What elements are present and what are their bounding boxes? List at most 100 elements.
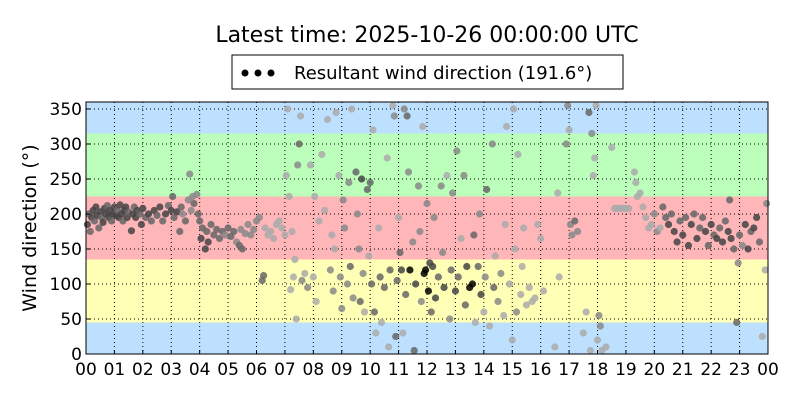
data-point bbox=[679, 231, 687, 239]
data-point bbox=[312, 297, 320, 306]
data-point bbox=[602, 343, 610, 351]
data-point bbox=[306, 161, 315, 169]
data-point bbox=[696, 224, 704, 232]
legend: Resultant wind direction (191.6°) bbox=[231, 54, 624, 90]
data-point bbox=[520, 224, 528, 232]
data-point bbox=[83, 220, 92, 229]
data-point bbox=[275, 217, 283, 225]
data-point bbox=[177, 203, 185, 211]
x-tick-label: 09 bbox=[331, 360, 353, 380]
data-point bbox=[511, 245, 519, 253]
data-point bbox=[311, 192, 319, 201]
data-point bbox=[159, 217, 167, 225]
data-point bbox=[169, 192, 177, 201]
data-point bbox=[321, 206, 329, 215]
data-point bbox=[647, 220, 656, 229]
data-point bbox=[650, 210, 658, 218]
data-point bbox=[369, 126, 377, 134]
data-point bbox=[589, 171, 597, 180]
y-tick-label: 150 bbox=[50, 240, 82, 260]
x-tick-label: 04 bbox=[189, 360, 211, 380]
data-point bbox=[241, 230, 249, 238]
data-point bbox=[424, 287, 433, 295]
legend-marker bbox=[241, 69, 275, 77]
data-point bbox=[332, 108, 340, 117]
data-point bbox=[585, 108, 593, 117]
data-point bbox=[90, 217, 99, 225]
data-point bbox=[213, 225, 221, 233]
data-point bbox=[592, 101, 600, 110]
data-point bbox=[571, 217, 579, 225]
x-tick-label: 07 bbox=[274, 360, 296, 380]
data-point bbox=[642, 213, 650, 222]
data-point bbox=[287, 286, 295, 294]
data-point bbox=[477, 290, 485, 299]
data-point bbox=[701, 227, 710, 236]
data-point bbox=[380, 283, 388, 292]
data-point bbox=[396, 248, 404, 257]
data-point bbox=[690, 210, 698, 218]
data-point bbox=[260, 272, 268, 280]
data-points bbox=[83, 101, 771, 355]
direction-band bbox=[86, 102, 768, 134]
x-tick-label: 08 bbox=[303, 360, 325, 380]
data-point bbox=[721, 217, 729, 225]
data-point bbox=[194, 210, 202, 218]
y-tick-label: 350 bbox=[50, 100, 82, 120]
y-axis-ticks: 0 50 100 150 200 250 300 350 bbox=[50, 100, 90, 365]
x-tick-label: 02 bbox=[132, 360, 154, 380]
data-point bbox=[346, 262, 354, 271]
data-point bbox=[376, 273, 384, 281]
data-point bbox=[393, 276, 401, 285]
data-point bbox=[687, 220, 695, 229]
data-point bbox=[343, 280, 352, 288]
data-point bbox=[161, 210, 170, 218]
data-point bbox=[639, 203, 647, 211]
data-point bbox=[323, 115, 332, 124]
data-point bbox=[514, 150, 522, 159]
data-point bbox=[404, 168, 413, 176]
x-tick-label: 20 bbox=[644, 360, 666, 380]
data-point bbox=[423, 199, 431, 208]
data-point bbox=[375, 224, 383, 232]
data-point bbox=[383, 154, 391, 162]
data-point bbox=[419, 122, 427, 131]
data-point bbox=[437, 182, 445, 190]
data-point bbox=[562, 140, 570, 148]
data-point bbox=[510, 105, 518, 113]
data-point bbox=[304, 283, 312, 292]
data-point bbox=[204, 238, 212, 246]
data-point bbox=[659, 203, 667, 211]
data-point bbox=[593, 336, 602, 344]
data-point bbox=[335, 171, 343, 180]
data-point bbox=[693, 234, 701, 243]
data-point bbox=[247, 231, 255, 239]
data-point bbox=[92, 203, 100, 211]
data-point bbox=[588, 129, 596, 138]
data-point bbox=[501, 220, 509, 229]
data-point bbox=[451, 287, 460, 295]
data-point bbox=[348, 105, 356, 113]
data-point bbox=[676, 217, 684, 225]
data-point bbox=[123, 213, 131, 222]
data-point bbox=[555, 273, 563, 281]
data-point bbox=[345, 178, 353, 187]
data-point bbox=[707, 220, 715, 229]
data-point bbox=[664, 220, 673, 229]
legend-box bbox=[231, 54, 624, 90]
data-point bbox=[197, 234, 205, 243]
data-point bbox=[460, 171, 468, 180]
data-point bbox=[193, 190, 201, 198]
data-point bbox=[579, 329, 587, 337]
data-point bbox=[285, 192, 293, 201]
data-point bbox=[338, 304, 346, 313]
x-tick-label: 00 bbox=[757, 360, 779, 380]
data-point bbox=[713, 234, 721, 243]
x-tick-label: 21 bbox=[672, 360, 694, 380]
data-point bbox=[457, 234, 465, 243]
data-point bbox=[385, 343, 393, 351]
data-point bbox=[551, 343, 559, 351]
data-point bbox=[596, 322, 604, 330]
data-point bbox=[761, 266, 769, 274]
data-point bbox=[295, 140, 303, 148]
